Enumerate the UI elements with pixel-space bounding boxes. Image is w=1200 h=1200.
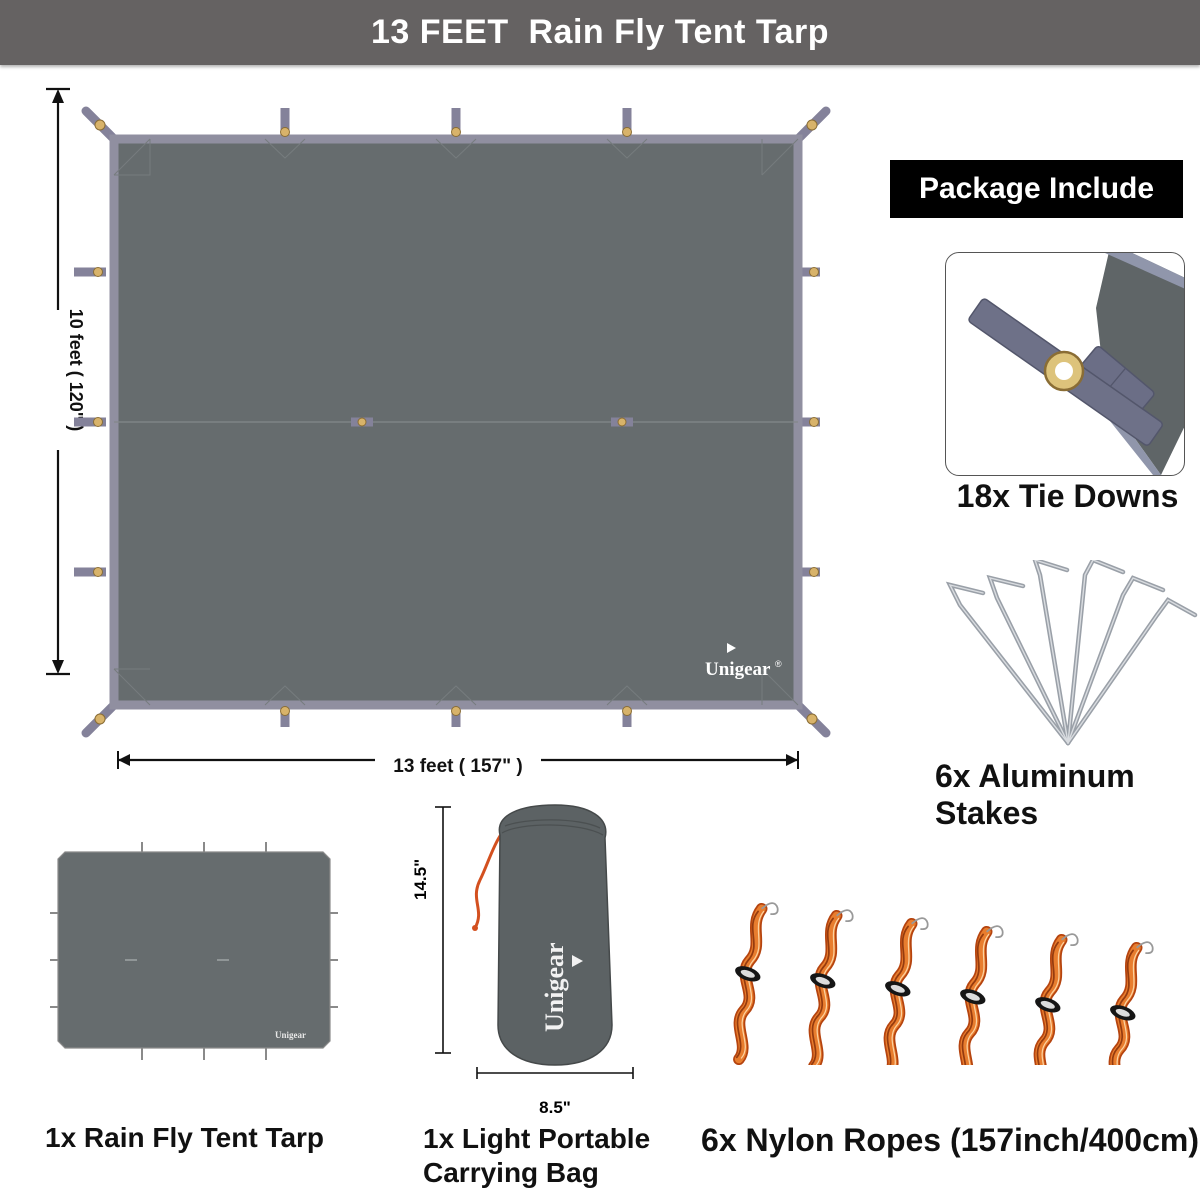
svg-text:Unigear: Unigear bbox=[275, 1030, 306, 1040]
svg-text:Unigear: Unigear bbox=[540, 942, 569, 1032]
svg-text:Unigear: Unigear bbox=[705, 659, 771, 680]
svg-text:10 feet ( 120" ): 10 feet ( 120" ) bbox=[66, 309, 86, 432]
svg-text:®: ® bbox=[775, 659, 782, 669]
